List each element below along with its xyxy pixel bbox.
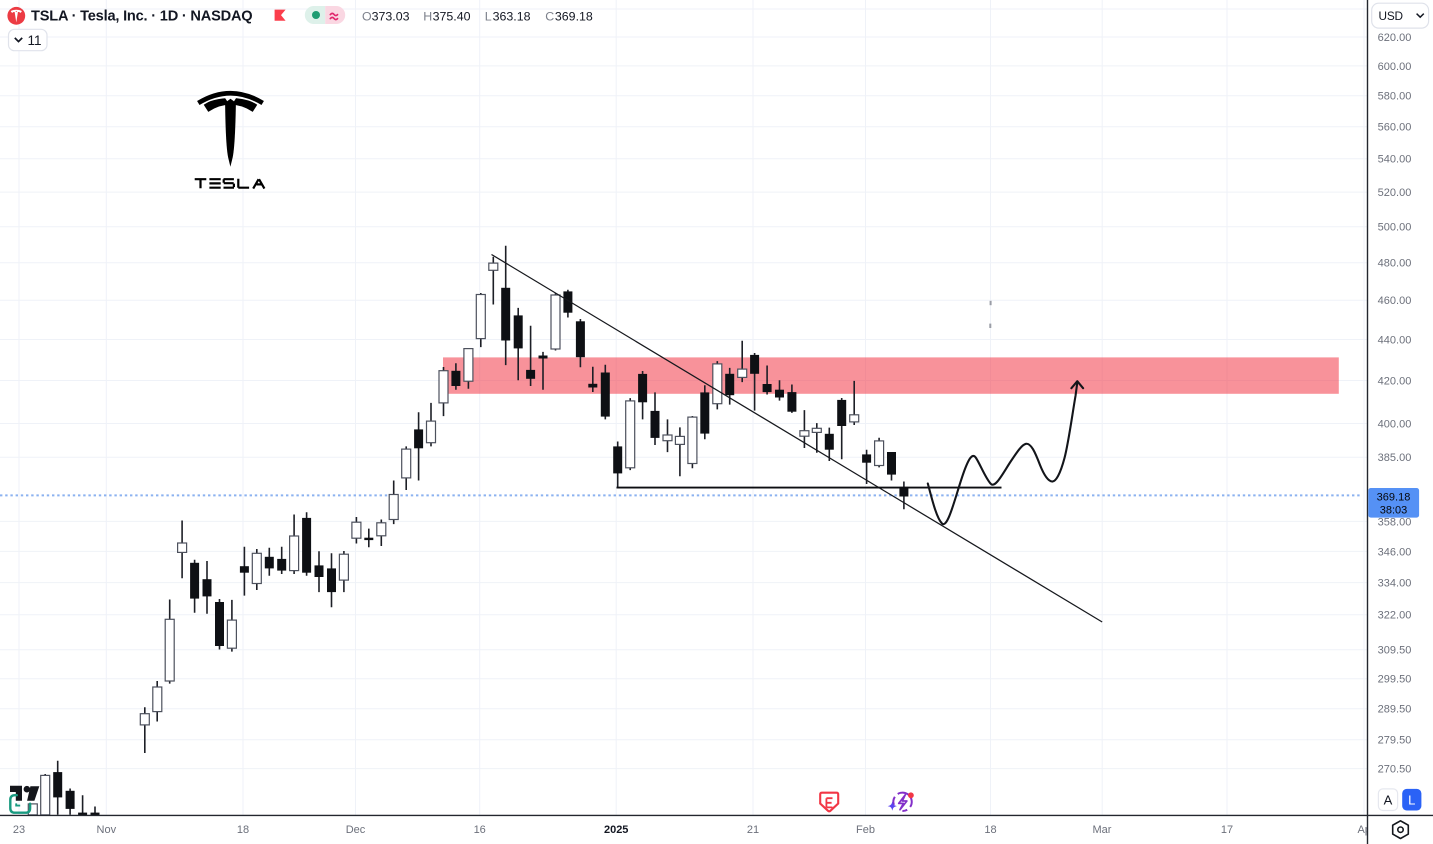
svg-text:369.18: 369.18 <box>1377 491 1411 503</box>
svg-text:18: 18 <box>237 824 249 836</box>
svg-text:334.00: 334.00 <box>1378 578 1412 590</box>
svg-text:17: 17 <box>1221 824 1233 836</box>
svg-text:A: A <box>1384 793 1393 808</box>
svg-text:Apr: Apr <box>1357 824 1374 836</box>
svg-text:480.00: 480.00 <box>1378 258 1412 270</box>
svg-text:620.00: 620.00 <box>1378 32 1412 44</box>
svg-text:Feb: Feb <box>856 824 875 836</box>
svg-text:500.00: 500.00 <box>1378 222 1412 234</box>
svg-text:600.00: 600.00 <box>1378 61 1412 73</box>
svg-text:Mar: Mar <box>1093 824 1112 836</box>
svg-text:420.00: 420.00 <box>1378 375 1412 387</box>
svg-text:358.00: 358.00 <box>1378 516 1412 528</box>
svg-text:385.00: 385.00 <box>1378 452 1412 464</box>
svg-text:Nov: Nov <box>97 824 117 836</box>
svg-text:USD: USD <box>1379 9 1403 23</box>
svg-text:11: 11 <box>28 33 42 48</box>
svg-text:560.00: 560.00 <box>1378 122 1412 134</box>
svg-text:2025: 2025 <box>604 824 628 836</box>
svg-text:540.00: 540.00 <box>1378 154 1412 166</box>
svg-text:L: L <box>1408 793 1415 808</box>
svg-text:16: 16 <box>474 824 486 836</box>
svg-text:460.00: 460.00 <box>1378 295 1412 307</box>
svg-text:299.50: 299.50 <box>1378 674 1412 686</box>
svg-text:289.50: 289.50 <box>1378 704 1412 716</box>
svg-text:309.50: 309.50 <box>1378 645 1412 657</box>
svg-text:18: 18 <box>984 824 996 836</box>
svg-text:322.00: 322.00 <box>1378 610 1412 622</box>
svg-text:580.00: 580.00 <box>1378 91 1412 103</box>
svg-text:23: 23 <box>13 824 25 836</box>
svg-text:520.00: 520.00 <box>1378 187 1412 199</box>
svg-text:TSLA · Tesla, Inc. · 1D · NASD: TSLA · Tesla, Inc. · 1D · NASDAQ <box>31 9 252 25</box>
svg-text:400.00: 400.00 <box>1378 418 1412 430</box>
svg-text:346.00: 346.00 <box>1378 546 1412 558</box>
svg-text:440.00: 440.00 <box>1378 334 1412 346</box>
svg-text:38:03: 38:03 <box>1380 504 1408 516</box>
svg-text:270.50: 270.50 <box>1378 764 1412 776</box>
svg-text:21: 21 <box>747 824 759 836</box>
svg-text:279.50: 279.50 <box>1378 735 1412 747</box>
svg-text:Dec: Dec <box>346 824 366 836</box>
